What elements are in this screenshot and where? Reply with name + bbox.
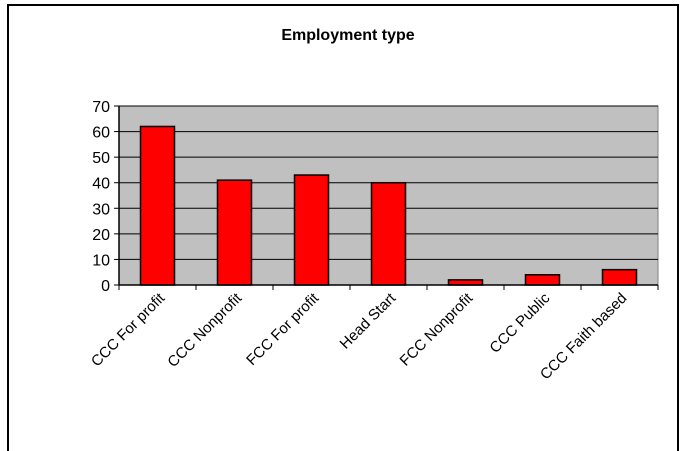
x-tick-label: CCC Public [486,289,553,356]
bar [447,279,484,286]
y-tick-label: 50 [92,150,110,167]
axes [114,105,659,290]
chart-title: Employment type [281,27,414,44]
bar [293,174,330,286]
y-tick-label: 0 [101,278,110,295]
y-tick-label: 20 [92,227,110,244]
bar [216,179,253,286]
bar [524,274,561,286]
y-tick-labels: 0 10 20 30 40 50 60 70 [92,99,110,295]
bar [139,125,176,286]
y-tick-label: 70 [92,99,110,116]
x-tick-label: FCC Nonprofit [397,289,477,369]
y-tick-label: 60 [92,125,110,142]
x-tick-label: Head Start [337,289,400,352]
bars [139,125,638,286]
x-tick-label: FCC For profit [243,289,323,369]
y-tick-label: 10 [92,252,110,269]
bar [370,181,407,286]
bar [601,268,638,286]
y-tick-label: 40 [92,176,110,193]
x-tick-label: CCC Nonprofit [164,289,246,371]
x-tick-label: CCC For profit [88,289,169,370]
y-tick-label: 30 [92,201,110,218]
